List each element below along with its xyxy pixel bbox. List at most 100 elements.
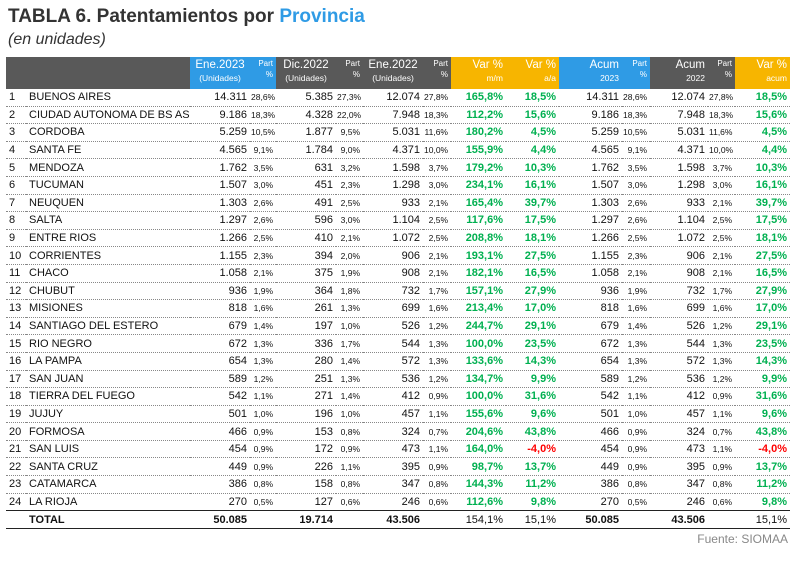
table-cell: 1.762 [559, 159, 622, 177]
table-cell: 24 [6, 493, 26, 511]
table-cell: 1,2% [708, 370, 735, 388]
table-cell: ENTRE RIOS [26, 229, 190, 247]
table-cell: 0,9% [250, 423, 276, 441]
table-cell: 10,0% [708, 141, 735, 159]
table-cell: 732 [650, 282, 708, 300]
table-cell: 542 [559, 388, 622, 406]
table-cell: 0,5% [622, 493, 650, 511]
table-cell: 28,6% [622, 89, 650, 106]
table-cell: 457 [650, 405, 708, 423]
table-cell: 1,6% [250, 300, 276, 318]
table-cell: 1.058 [190, 264, 250, 282]
table-cell: SAN JUAN [26, 370, 190, 388]
table-cell: 2,1% [708, 194, 735, 212]
table-cell: 9 [6, 229, 26, 247]
table-cell: 0,8% [622, 476, 650, 494]
table-cell: 501 [190, 405, 250, 423]
table-cell: 11 [6, 264, 26, 282]
table-cell: 157,1% [451, 282, 506, 300]
table-cell: 172 [276, 440, 336, 458]
table-cell: 27,9% [735, 282, 790, 300]
table-cell: 10,3% [735, 159, 790, 177]
table-cell: 2,1% [423, 247, 451, 265]
title-highlight: Provincia [279, 6, 365, 27]
table-cell: 155,6% [451, 405, 506, 423]
total-cell: 50.085 [559, 511, 622, 529]
table-cell: 3,5% [622, 159, 650, 177]
column-header: Part% [250, 57, 276, 89]
table-cell: 1,3% [250, 335, 276, 353]
table-cell: 375 [276, 264, 336, 282]
table-cell: 197 [276, 317, 336, 335]
table-cell: 1,3% [708, 335, 735, 353]
table-cell: 908 [363, 264, 423, 282]
table-cell: 1,3% [336, 300, 363, 318]
table-cell: 18,3% [423, 106, 451, 124]
column-header: Part% [708, 57, 735, 89]
table-cell: 1,9% [336, 264, 363, 282]
table-cell: 39,7% [735, 194, 790, 212]
table-cell: CATAMARCA [26, 476, 190, 494]
column-label: Acum [653, 59, 705, 71]
table-cell: 0,9% [250, 458, 276, 476]
table-cell: 1,4% [336, 352, 363, 370]
table-cell: 1,0% [622, 405, 650, 423]
column-label: Var % [509, 59, 556, 71]
table-cell: 1,2% [250, 370, 276, 388]
table-cell: 1,9% [622, 282, 650, 300]
table-cell: 1,0% [336, 317, 363, 335]
table-cell: 18,5% [735, 89, 790, 106]
table-cell: 0,9% [708, 458, 735, 476]
table-cell: 2,5% [708, 229, 735, 247]
table-cell: 14.311 [559, 89, 622, 106]
table-cell: 906 [363, 247, 423, 265]
table-cell: 1.155 [559, 247, 622, 265]
total-cell-empty [336, 511, 363, 529]
table-cell: 0,6% [336, 493, 363, 511]
table-cell: 395 [363, 458, 423, 476]
table-cell: 1,8% [336, 282, 363, 300]
total-cell-empty [708, 511, 735, 529]
table-cell: 17 [6, 370, 26, 388]
table-cell: 454 [190, 440, 250, 458]
table-cell: 10,5% [622, 124, 650, 142]
table-cell: 17,0% [735, 300, 790, 318]
table-cell: 679 [190, 317, 250, 335]
table-cell: 155,9% [451, 141, 506, 159]
table-cell: SANTIAGO DEL ESTERO [26, 317, 190, 335]
total-cell: 15,1% [735, 511, 790, 529]
table-cell: 2,1% [622, 264, 650, 282]
table-cell: 270 [559, 493, 622, 511]
table-cell: 100,0% [451, 335, 506, 353]
table-cell: 18,3% [622, 106, 650, 124]
table-cell: 4,5% [506, 124, 559, 142]
table-cell: 164,0% [451, 440, 506, 458]
table-cell: 906 [650, 247, 708, 265]
table-cell: 117,6% [451, 212, 506, 230]
table-cell: 2,6% [250, 212, 276, 230]
table-cell: 2,5% [336, 194, 363, 212]
table-cell: 1,7% [708, 282, 735, 300]
table-cell: 672 [190, 335, 250, 353]
table-cell: 386 [190, 476, 250, 494]
table-cell: 22 [6, 458, 26, 476]
table-cell: 182,1% [451, 264, 506, 282]
total-cell-empty [250, 511, 276, 529]
column-sublabel: (Unidades) [366, 73, 420, 83]
column-label: Ene.2023 [193, 59, 247, 71]
table-cell: 410 [276, 229, 336, 247]
column-sublabel: 2022 [653, 73, 705, 83]
table-cell: 1,3% [423, 335, 451, 353]
table-body: 1BUENOS AIRES14.31128,6%5.38527,3%12.074… [6, 89, 790, 528]
table-cell: 31,6% [735, 388, 790, 406]
table-cell: LA PAMPA [26, 352, 190, 370]
table-cell: 1,3% [423, 352, 451, 370]
column-sublabel: 2023 [562, 73, 619, 83]
table-cell: 2,3% [250, 247, 276, 265]
total-cell-empty [622, 511, 650, 529]
table-row: 18TIERRA DEL FUEGO5421,1%2711,4%4120,9%1… [6, 388, 790, 406]
table-cell: 14,3% [506, 352, 559, 370]
table-row: 15RIO NEGRO6721,3%3361,7%5441,3%100,0%23… [6, 335, 790, 353]
table-row: 19JUJUY5011,0%1961,0%4571,1%155,6%9,6%50… [6, 405, 790, 423]
table-row: 14SANTIAGO DEL ESTERO6791,4%1971,0%5261,… [6, 317, 790, 335]
